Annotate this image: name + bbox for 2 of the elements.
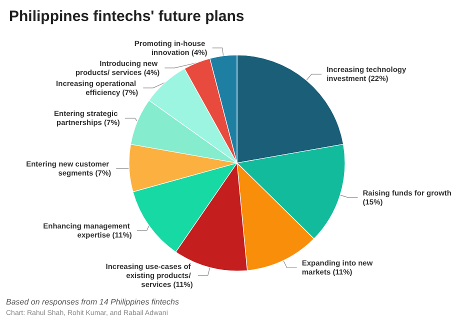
text: Based on responses from 14 Philippines fintechs	[6, 298, 179, 306]
chart-title: Philippines fintechs' future plans	[9, 8, 244, 25]
